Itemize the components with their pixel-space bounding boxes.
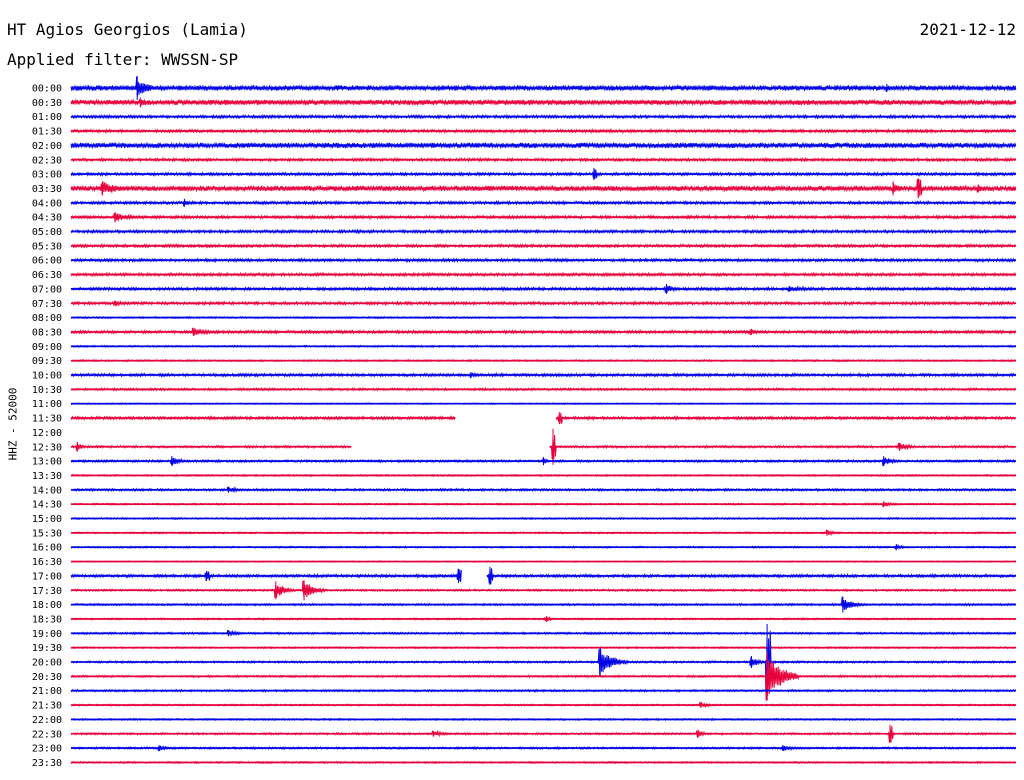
filter-prefix: Applied filter:	[7, 50, 162, 69]
time-tick-label: 07:30	[32, 299, 62, 310]
time-tick-label: 19:00	[32, 629, 62, 640]
time-tick-label: 09:00	[32, 342, 62, 353]
time-tick-label: 16:30	[32, 557, 62, 568]
date-label: 2021-12-12	[919, 20, 1016, 39]
time-tick-label: 06:30	[32, 270, 62, 281]
time-tick-label: 16:00	[32, 543, 62, 554]
time-tick-label: 07:00	[32, 284, 62, 295]
station-title: HT Agios Georgios (Lamia)	[7, 20, 248, 39]
time-tick-label: 20:00	[32, 658, 62, 669]
time-tick-label: 22:30	[32, 729, 62, 740]
time-tick-label: 09:30	[32, 356, 62, 367]
time-tick-label: 13:00	[32, 457, 62, 468]
filter-name: WWSSN-SP	[161, 50, 239, 69]
time-tick-label: 23:30	[32, 758, 62, 769]
time-tick-label: 05:00	[32, 227, 62, 238]
time-tick-label: 02:00	[32, 141, 62, 152]
seismic-trace	[70, 630, 1017, 700]
time-tick-label: 10:00	[32, 371, 62, 382]
time-tick-label: 02:30	[32, 155, 62, 166]
time-tick-label: 05:30	[32, 241, 62, 252]
seismic-trace	[70, 76, 1017, 97]
time-tick-label: 21:00	[32, 686, 62, 697]
time-tick-label: 12:30	[32, 442, 62, 453]
time-tick-label: 20:30	[32, 672, 62, 683]
time-tick-label: 17:30	[32, 586, 62, 597]
time-tick-label: 04:30	[32, 213, 62, 224]
time-tick-label: 11:30	[32, 414, 62, 425]
time-tick-label: 14:00	[32, 485, 62, 496]
filter-line: Applied filter: WWSSN-SP	[7, 50, 238, 69]
time-tick-label: 04:00	[32, 198, 62, 209]
tick-label-layer: 00:00 00:30 01:00 01:30 02:00 02:30 03:00 03:30…	[32, 84, 62, 769]
time-tick-label: 03:30	[32, 184, 62, 195]
time-tick-label: 03:00	[32, 170, 62, 181]
time-tick-label: 18:00	[32, 600, 62, 611]
time-tick-label: 08:00	[32, 313, 62, 324]
time-tick-label: 13:30	[32, 471, 62, 482]
time-tick-label: 11:00	[32, 399, 62, 410]
time-tick-label: 23:00	[32, 744, 62, 755]
time-tick-label: 14:30	[32, 500, 62, 511]
time-tick-label: 17:00	[32, 571, 62, 582]
time-tick-label: 21:30	[32, 701, 62, 712]
time-tick-label: 12:00	[32, 428, 62, 439]
time-tick-label: 01:30	[32, 127, 62, 138]
time-tick-label: 06:00	[32, 256, 62, 267]
time-tick-label: 00:00	[32, 84, 62, 95]
time-tick-label: 00:30	[32, 98, 62, 109]
time-tick-label: 01:00	[32, 112, 62, 123]
time-tick-label: 19:30	[32, 643, 62, 654]
trace-layer	[70, 76, 1017, 765]
time-tick-label: 15:30	[32, 528, 62, 539]
time-tick-label: 08:30	[32, 327, 62, 338]
time-tick-label: 10:30	[32, 385, 62, 396]
seismic-trace	[70, 596, 1017, 610]
seismic-trace	[70, 580, 1017, 599]
time-tick-label: 15:00	[32, 514, 62, 525]
time-tick-label: 18:30	[32, 614, 62, 625]
time-tick-label: 22:00	[32, 715, 62, 726]
